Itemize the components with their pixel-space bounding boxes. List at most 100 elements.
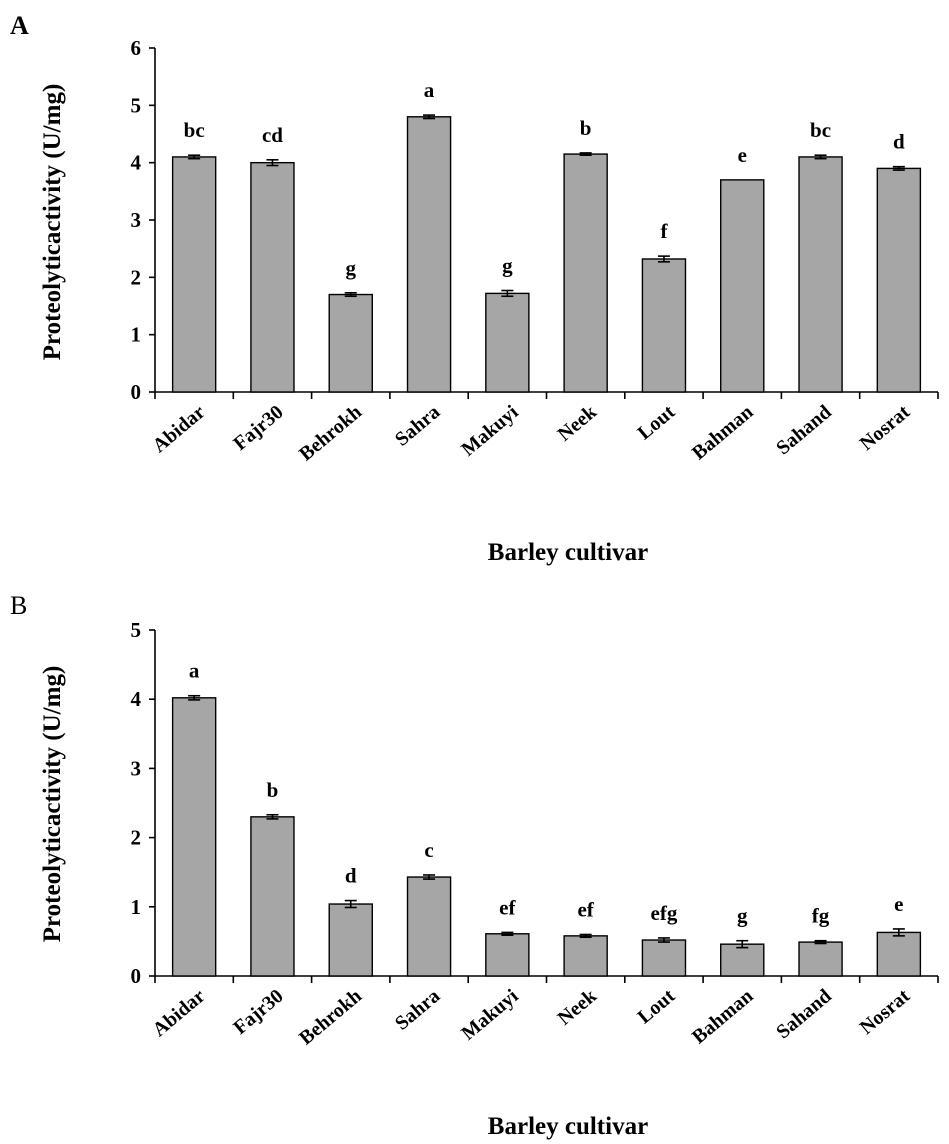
panel-a-significance-label: a (424, 78, 435, 102)
panel-b-significance-label: b (267, 778, 279, 802)
panel-b-significance-label: e (894, 892, 903, 916)
panel-a-category-label: Makuyi (457, 401, 523, 461)
panel-a-error-bar (501, 289, 514, 298)
panel-b-significance-label: d (345, 864, 357, 888)
panel-a-category-label: Neek (554, 400, 602, 445)
panel-b-category-label: Sahra (391, 985, 444, 1035)
panel-a-significance-label: bc (810, 118, 831, 142)
panel-a-significance-label: cd (262, 123, 283, 147)
panel-b-error-bar (423, 874, 436, 880)
panel-b-significance-label: c (424, 838, 433, 862)
panel-b-bar-makuyi (485, 933, 530, 977)
panel-a-plot-area: 0 1 2 3 4 5 6 bc Abidar cd Fajr30 g Behrokh a Sahra g Ma… (131, 36, 939, 465)
panel-b-y-tick-label: 0 (131, 964, 142, 988)
panel-b-category-label: Sahand (772, 985, 836, 1043)
panel-a-significance-label: g (346, 256, 357, 280)
panel-a-bar-lout (641, 258, 687, 393)
panel-b-y-tick-label: 2 (131, 826, 142, 850)
panel-a-y-tick-label: 1 (131, 323, 142, 347)
panel-a-significance-label: d (893, 130, 905, 154)
panel-a-error-bar (423, 114, 436, 120)
panel-b-bar-lout (641, 939, 687, 977)
panel-b-x-axis-label: Barley cultivar (488, 1113, 648, 1140)
panel-b-category-label: Fajr30 (229, 985, 287, 1039)
panel-a-y-tick-label: 2 (131, 265, 142, 289)
panel-a-bar-sahra (406, 116, 452, 393)
panel-b-error-bar (344, 899, 357, 909)
panel-b-category-label: Behrokh (295, 985, 366, 1049)
panel-b-bar-fajr30 (250, 816, 295, 977)
panel-b-plot-area: 0 1 2 3 4 5 a Abidar b Fajr30 d Behrokh c Sahra ef Maku… (131, 618, 939, 1049)
panel-a-bar-nosrat (876, 167, 922, 393)
panel-a-category-label: Sahand (772, 401, 836, 459)
panel-a-chart: A Proteolyticactivity (U/mg) Barley cult… (10, 11, 939, 566)
panel-b-bar-bahman (720, 943, 765, 977)
panel-b-category-label: Abidar (148, 985, 209, 1041)
panel-b-y-axis-label: Proteolyticactivity (U/mg) (39, 666, 66, 943)
panel-b-significance-label: efg (651, 901, 678, 925)
panel-a-significance-label: b (580, 116, 592, 140)
panel-b-category-label: Bahman (688, 985, 757, 1048)
panel-a-y-tick-label: 3 (131, 208, 142, 232)
panel-b-error-bar (266, 813, 279, 820)
panel-b-bar-abidar (171, 697, 217, 977)
panel-a-error-bar (266, 159, 279, 167)
panel-b-category-label: Neek (554, 984, 602, 1029)
panel-a-bar-fajr30 (250, 161, 295, 393)
panel-b-error-bar (892, 928, 905, 937)
panel-a-error-bar (188, 154, 201, 160)
panel-a-error-bar (892, 165, 905, 171)
panel-b-y-tick-label: 1 (131, 895, 142, 919)
panel-a-error-bar (579, 152, 592, 157)
panel-a-significance-label: bc (184, 118, 205, 142)
panel-a-x-axis-label: Barley cultivar (488, 539, 648, 566)
panel-b-y-tick-label: 5 (131, 618, 142, 642)
panel-a-category-label: Nosrat (856, 401, 915, 455)
panel-b-category-label: Nosrat (856, 985, 915, 1039)
panel-b-significance-label: a (189, 659, 200, 683)
panel-a-bar-abidar (171, 156, 217, 393)
panel-a-category-label: Abidar (148, 401, 209, 457)
panel-b-significance-label: ef (499, 895, 516, 919)
panel-b-category-label: Lout (634, 985, 680, 1029)
panel-b-bar-behrokh (328, 903, 373, 977)
panel-a-category-label: Lout (634, 401, 680, 445)
panel-b-significance-label: ef (577, 897, 594, 921)
panel-a-y-tick-label: 0 (131, 380, 142, 404)
panel-b-significance-label: g (737, 904, 748, 928)
panel-a-bar-makuyi (485, 292, 530, 393)
panel-b-error-bar (579, 933, 592, 939)
panel-b-bar-neek (563, 935, 608, 977)
panel-a-category-label: Sahra (391, 401, 444, 451)
panel-b-significance-label: fg (812, 904, 830, 928)
panel-b-bar-nosrat (876, 931, 922, 977)
panel-b-error-bar (736, 939, 749, 949)
panel-b-letter: B (10, 591, 27, 620)
panel-a-y-tick-label: 4 (131, 151, 142, 175)
panel-a-error-bar (657, 255, 670, 263)
panel-b-error-bar (814, 939, 827, 945)
panel-a-significance-label: g (502, 254, 513, 278)
panel-a-category-label: Fajr30 (229, 401, 287, 455)
panel-a-error-bar (344, 292, 357, 298)
panel-a-y-tick-label: 6 (131, 36, 142, 60)
panel-b-y-tick-label: 3 (131, 756, 142, 780)
panel-b-bar-sahand (798, 941, 843, 977)
panel-b-category-label: Makuyi (457, 985, 523, 1045)
panel-a-significance-label: e (738, 143, 747, 167)
panel-a-y-tick-label: 5 (131, 93, 142, 117)
panel-b-error-bar (188, 694, 201, 701)
panel-a-bar-behrokh (328, 293, 373, 393)
panel-a-bar-neek (563, 153, 608, 393)
panel-b-y-tick-label: 4 (131, 687, 142, 711)
panel-b-error-bar (657, 937, 670, 943)
panel-b-bar-sahra (406, 876, 452, 977)
panel-a-y-axis-label: Proteolyticactivity (U/mg) (39, 84, 66, 361)
panel-a-bar-bahman (720, 179, 765, 393)
panel-a-category-label: Bahman (688, 401, 757, 464)
panel-a-letter: A (10, 11, 29, 40)
panel-a-category-label: Behrokh (295, 401, 366, 465)
panel-a-significance-label: f (660, 219, 668, 243)
panel-a-bar-sahand (798, 156, 843, 393)
